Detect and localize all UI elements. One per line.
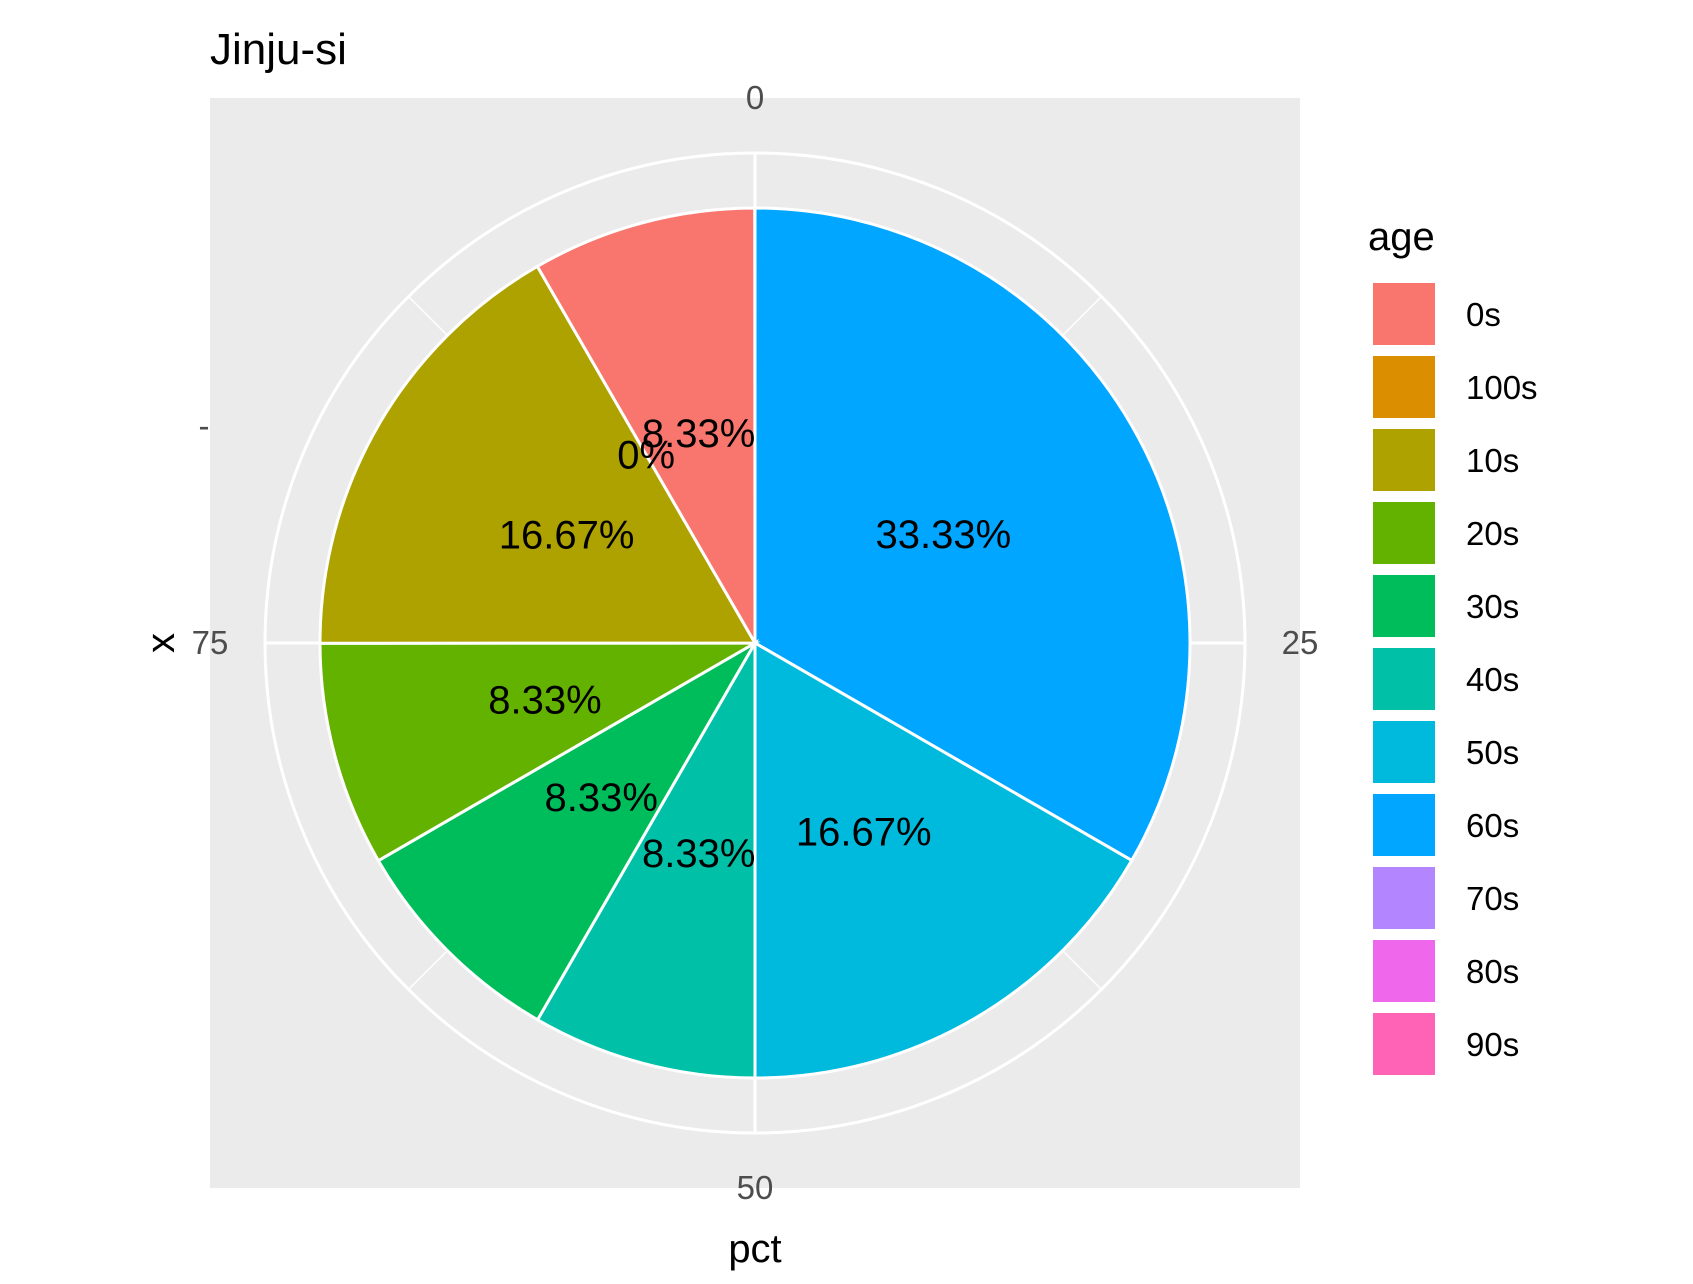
y-tick-label: - bbox=[199, 407, 210, 444]
legend-label-20s: 20s bbox=[1466, 515, 1519, 552]
legend-key-90s bbox=[1371, 1011, 1437, 1077]
legend-label-50s: 50s bbox=[1466, 734, 1519, 771]
slice-label-0s: 8.33% bbox=[642, 412, 755, 456]
slice-30s bbox=[376, 638, 760, 1022]
theta-tick-label: 75 bbox=[192, 624, 229, 661]
y-axis-title: x bbox=[139, 633, 183, 653]
legend-key-80s bbox=[1371, 938, 1437, 1004]
chart-title: Jinju-si bbox=[210, 25, 347, 74]
grid-radial-line bbox=[1062, 295, 1103, 336]
slice-20s bbox=[318, 641, 761, 863]
theta-tick-label: 0 bbox=[746, 79, 764, 116]
legend-key-40s bbox=[1371, 646, 1437, 712]
legend-title: age bbox=[1368, 215, 1435, 259]
grid-radial-line bbox=[407, 950, 448, 991]
slice-layer bbox=[318, 206, 1192, 1080]
slice-label-100s: 0% bbox=[617, 434, 675, 478]
legend: 0s 100s 10s 20s 30s 40s 50s 60s 70s 80s 90s bbox=[1371, 281, 1538, 1077]
legend-key-60s bbox=[1371, 792, 1437, 858]
grid-radial-line bbox=[407, 295, 448, 336]
slice-label-40s: 8.33% bbox=[642, 832, 755, 876]
legend-key-70s bbox=[1371, 865, 1437, 931]
slice-0s bbox=[535, 206, 757, 649]
legend-label-0s: 0s bbox=[1466, 296, 1501, 333]
legend-label-40s: 40s bbox=[1466, 661, 1519, 698]
legend-label-80s: 80s bbox=[1466, 953, 1519, 990]
legend-key-100s bbox=[1371, 354, 1437, 420]
slice-60s bbox=[753, 206, 1192, 863]
legend-key-50s bbox=[1371, 719, 1437, 785]
grid-layer bbox=[263, 151, 1247, 1135]
slice-label-60s: 33.33% bbox=[876, 513, 1012, 557]
legend-key-0s bbox=[1371, 281, 1437, 347]
legend-key-30s bbox=[1371, 573, 1437, 639]
slice-label-layer: 33.33%16.67%8.33%8.33%8.33%16.67%0%8.33% bbox=[488, 412, 1011, 876]
legend-label-100s: 100s bbox=[1466, 369, 1538, 406]
slice-label-30s: 8.33% bbox=[545, 776, 658, 820]
legend-key-20s bbox=[1371, 500, 1437, 566]
theta-tick-layer: 0 25 50 75 bbox=[192, 79, 1319, 1206]
legend-label-70s: 70s bbox=[1466, 880, 1519, 917]
slice-40s bbox=[535, 637, 757, 1080]
grid-radial-line bbox=[1062, 950, 1103, 991]
legend-key-10s bbox=[1371, 427, 1437, 493]
slice-label-50s: 16.67% bbox=[796, 810, 932, 854]
legend-label-10s: 10s bbox=[1466, 442, 1519, 479]
legend-label-60s: 60s bbox=[1466, 807, 1519, 844]
theta-tick-label: 50 bbox=[737, 1169, 774, 1206]
x-axis-title: pct bbox=[728, 1227, 781, 1271]
legend-label-30s: 30s bbox=[1466, 588, 1519, 625]
slice-label-20s: 8.33% bbox=[488, 678, 601, 722]
slice-50s bbox=[753, 640, 1134, 1080]
slice-10s bbox=[318, 264, 758, 645]
legend-label-90s: 90s bbox=[1466, 1026, 1519, 1063]
slice-label-10s: 16.67% bbox=[499, 513, 635, 557]
theta-tick-label: 25 bbox=[1282, 624, 1319, 661]
